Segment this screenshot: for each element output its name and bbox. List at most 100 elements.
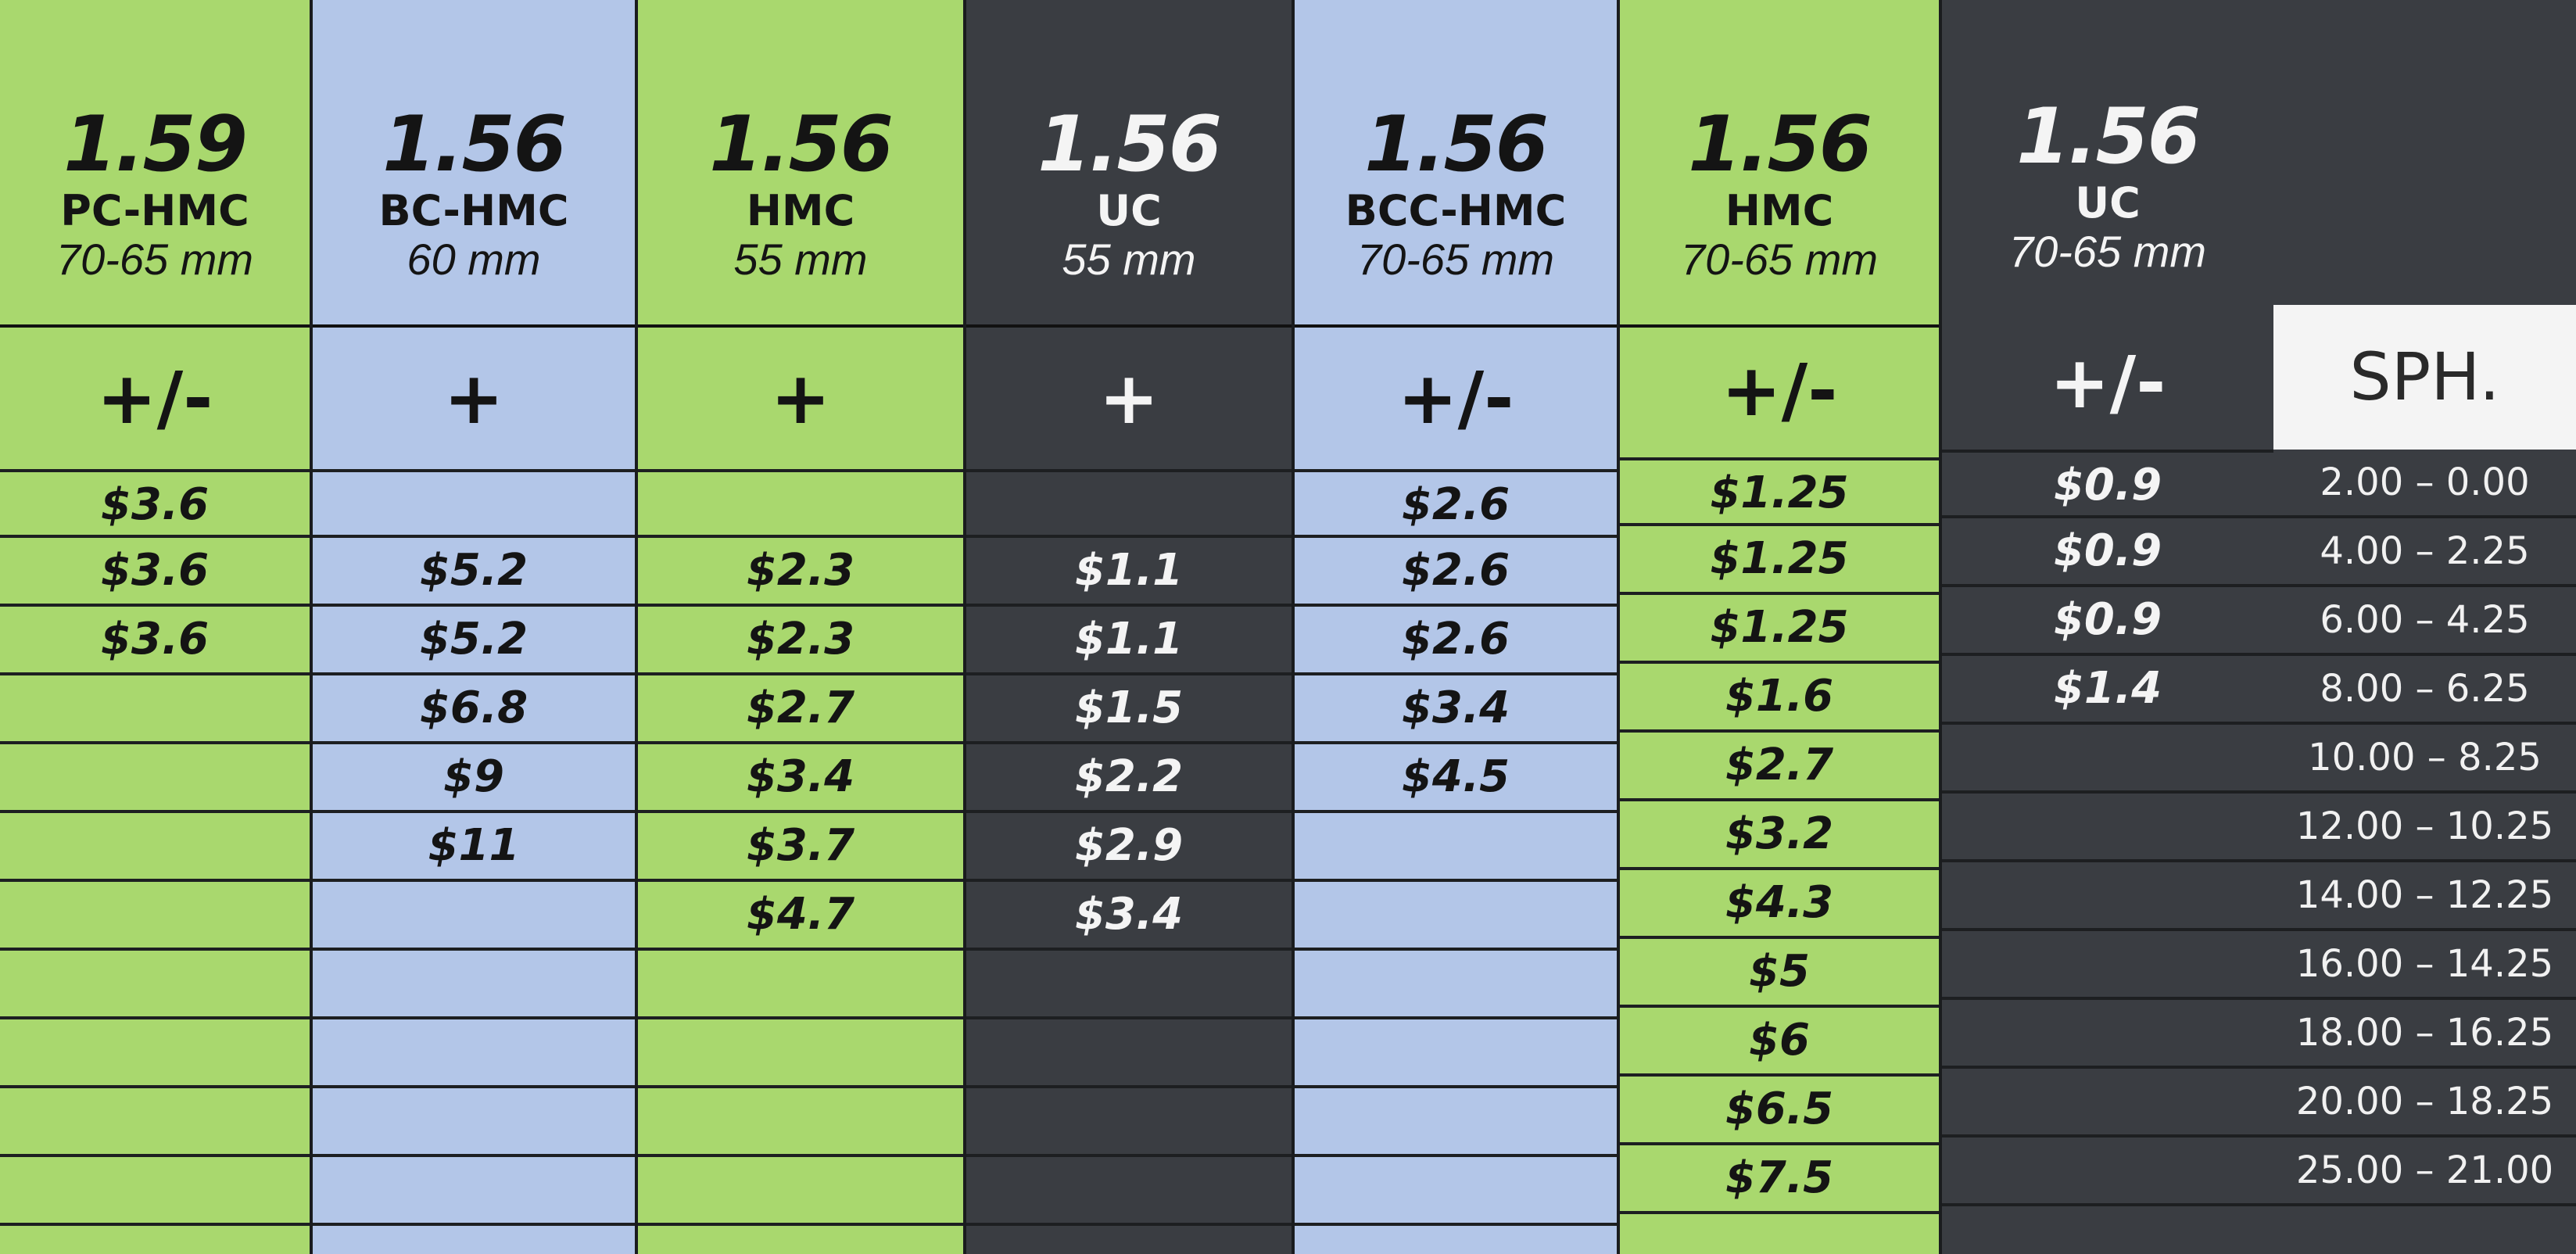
coating-type: BC-HMC (378, 186, 569, 235)
sph-header: SPH. (2273, 305, 2576, 450)
lens-index: 1.56 (1364, 100, 1549, 189)
coating-type: HMC (746, 186, 855, 235)
price-cell (1942, 1069, 2273, 1138)
price-cell (313, 1088, 635, 1157)
power-sign: +/- (1721, 349, 1838, 432)
power-sign: + (1098, 356, 1159, 440)
price-cell (0, 882, 310, 951)
lens-diameter: 70-65 mm (56, 235, 254, 284)
price-cell: $1.5 (966, 675, 1292, 744)
sph-range: 12.00 – 10.25 (2273, 794, 2576, 862)
lens-column-6: 1.56 HMC 70-65 mm +/- $1.25 $1.25 $1.25 … (1620, 0, 1942, 1254)
price-cell (0, 1088, 310, 1157)
column-header: 1.56 UC 55 mm (966, 102, 1292, 328)
price-cell: $2.7 (638, 675, 963, 744)
column-header: 1.56 UC 70-65 mm (1942, 94, 2273, 317)
sph-range: 8.00 – 6.25 (2273, 656, 2576, 725)
price-cell (313, 951, 635, 1019)
price-cell: $1.25 (1620, 526, 1939, 595)
price-cell (966, 1157, 1292, 1226)
price-cell (1942, 1000, 2273, 1069)
lens-column-7: 1.56 UC 70-65 mm +/- $0.9 $0.9 $0.9 $1.4 (1942, 0, 2273, 1254)
price-cell (1295, 951, 1617, 1019)
lens-column-1: 1.59 PC-HMC 70-65 mm +/- $3.6 $3.6 $3.6 (0, 0, 313, 1254)
price-cell (1942, 794, 2273, 862)
price-rows: $5.2 $5.2 $6.8 $9 $11 (313, 469, 635, 1226)
sph-range: 10.00 – 8.25 (2273, 725, 2576, 794)
lens-column-4: 1.56 UC 55 mm + $1.1 $1.1 $1.5 $2.2 $2.9… (966, 0, 1295, 1254)
price-cell (1295, 1088, 1617, 1157)
price-cell: $4.7 (638, 882, 963, 951)
power-sign: +/- (2049, 341, 2166, 425)
price-cell (313, 469, 635, 538)
column-header: 1.56 BC-HMC 60 mm (313, 102, 635, 328)
lens-diameter: 70-65 mm (2008, 227, 2207, 276)
price-cell: $4.3 (1620, 870, 1939, 939)
lens-index: 1.59 (63, 100, 248, 189)
lens-column-2: 1.56 BC-HMC 60 mm + $5.2 $5.2 $6.8 $9 $1… (313, 0, 638, 1254)
price-rows: $1.1 $1.1 $1.5 $2.2 $2.9 $3.4 (966, 469, 1292, 1226)
lens-column-5: 1.56 BCC-HMC 70-65 mm +/- $2.6 $2.6 $2.6… (1295, 0, 1620, 1254)
lens-diameter: 55 mm (1062, 235, 1196, 284)
price-cell (1295, 1157, 1617, 1226)
price-cell: $6.5 (1620, 1077, 1939, 1145)
price-cell: $3.6 (0, 469, 310, 538)
price-cell (1942, 1138, 2273, 1206)
sph-column: SPH. 2.00 – 0.00 4.00 – 2.25 6.00 – 4.25… (2273, 0, 2576, 1254)
sph-range: 2.00 – 0.00 (2273, 450, 2576, 518)
price-cell (1942, 862, 2273, 931)
price-cell: $9 (313, 744, 635, 813)
price-cell: $2.7 (1620, 733, 1939, 801)
sph-range: 16.00 – 14.25 (2273, 931, 2576, 1000)
coating-type: UC (1096, 186, 1162, 235)
price-rows: $3.6 $3.6 $3.6 (0, 469, 310, 1226)
price-cell: $11 (313, 813, 635, 882)
lens-diameter: 70-65 mm (1356, 235, 1555, 284)
price-cell: $7.5 (1620, 1145, 1939, 1214)
price-cell: $2.3 (638, 607, 963, 675)
power-sign: +/- (96, 356, 213, 440)
price-cell (966, 951, 1292, 1019)
price-cell (638, 1088, 963, 1157)
price-cell: $1.1 (966, 538, 1292, 607)
sph-range: 25.00 – 21.00 (2273, 1138, 2576, 1206)
lens-index: 1.56 (382, 100, 567, 189)
column-header: 1.56 HMC 55 mm (638, 102, 963, 328)
price-cell: $5.2 (313, 607, 635, 675)
price-cell (638, 469, 963, 538)
price-cell: $0.9 (1942, 450, 2273, 518)
sph-range: 4.00 – 2.25 (2273, 518, 2576, 587)
lens-column-3: 1.56 HMC 55 mm + $2.3 $2.3 $2.7 $3.4 $3.… (638, 0, 966, 1254)
lens-index: 1.56 (2016, 92, 2201, 181)
price-cell (966, 1088, 1292, 1157)
price-cell: $1.4 (1942, 656, 2273, 725)
price-cell: $0.9 (1942, 518, 2273, 587)
price-cell: $5 (1620, 939, 1939, 1008)
sph-range: 6.00 – 4.25 (2273, 587, 2576, 656)
price-cell (313, 1019, 635, 1088)
lens-index: 1.56 (1688, 100, 1872, 189)
power-sign: + (443, 356, 504, 440)
price-cell: $2.6 (1295, 469, 1617, 538)
price-cell (966, 469, 1292, 538)
price-cell (0, 675, 310, 744)
price-rows: $1.25 $1.25 $1.25 $1.6 $2.7 $3.2 $4.3 $5… (1620, 457, 1939, 1214)
coating-type: BCC-HMC (1345, 186, 1567, 235)
lens-diameter: 70-65 mm (1680, 235, 1879, 284)
price-cell (1295, 1019, 1617, 1088)
sph-range: 14.00 – 12.25 (2273, 862, 2576, 931)
lens-index: 1.56 (709, 100, 894, 189)
price-cell (1942, 931, 2273, 1000)
price-cell (0, 951, 310, 1019)
power-sign: +/- (1397, 356, 1514, 440)
price-cell: $4.5 (1295, 744, 1617, 813)
price-cell: $2.6 (1295, 607, 1617, 675)
sph-range: 18.00 – 16.25 (2273, 1000, 2576, 1069)
price-cell: $3.4 (966, 882, 1292, 951)
price-cell: $3.7 (638, 813, 963, 882)
price-cell (0, 1019, 310, 1088)
price-cell (0, 813, 310, 882)
price-cell (638, 1157, 963, 1226)
price-cell (1295, 882, 1617, 951)
price-cell: $6 (1620, 1008, 1939, 1077)
